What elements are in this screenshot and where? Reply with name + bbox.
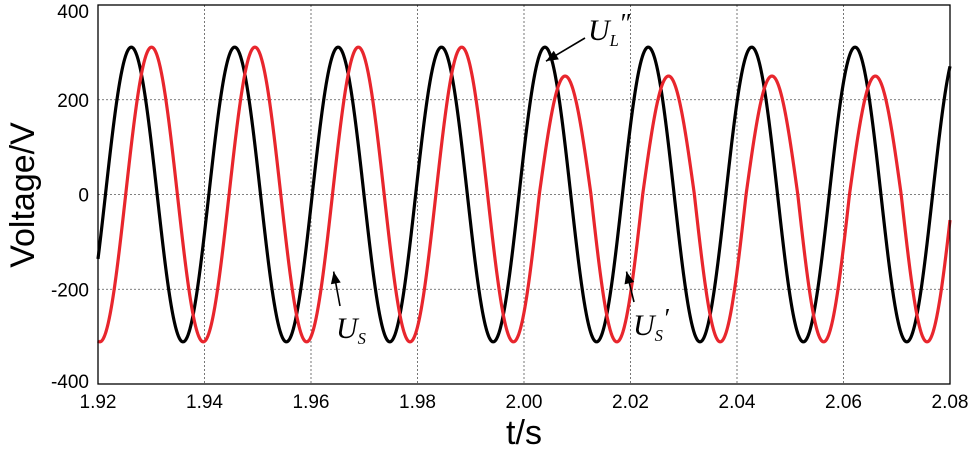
- annotation-label: UL″: [588, 8, 631, 50]
- annotation-main: U: [588, 14, 612, 47]
- series-layer: [96, 45, 952, 344]
- annotation-prime: ″: [619, 8, 631, 38]
- y-tick-label: 0: [78, 186, 89, 207]
- annotation-label: US′: [633, 303, 670, 345]
- series-line-red: [96, 45, 952, 344]
- y-tick-label: -400: [51, 372, 89, 393]
- x-tick-label: 2.04: [719, 392, 756, 413]
- annotation-arrow-head: [330, 271, 341, 285]
- y-tick-label: 400: [57, 2, 89, 23]
- y-tick-label: -200: [51, 280, 89, 301]
- annotation-arrow-head: [624, 271, 635, 285]
- y-axis-title: Voltage/V: [4, 122, 42, 268]
- series-line-black: [96, 45, 952, 344]
- annotation-subscript: L: [609, 31, 619, 50]
- annotation-prime: ′: [663, 303, 670, 333]
- plot-frame: [97, 4, 951, 385]
- x-tick-label: 2.02: [612, 392, 649, 413]
- annotation-subscript: S: [655, 326, 663, 345]
- x-tick-label: 1.98: [399, 392, 436, 413]
- x-tick-labels: 1.92 1.94 1.96 1.98 2.00 2.02 2.04 2.06 2.08: [80, 392, 969, 413]
- x-tick-label: 2.08: [932, 392, 969, 413]
- annotation-main: U: [336, 312, 360, 345]
- x-tick-label: 1.92: [80, 392, 117, 413]
- x-tick-label: 1.94: [186, 392, 223, 413]
- annotation-subscript: S: [358, 329, 366, 348]
- annotation-label: US: [336, 312, 366, 348]
- x-tick-label: 1.96: [293, 392, 330, 413]
- annotations: UL″US US′: [330, 8, 670, 348]
- y-tick-label: 200: [57, 91, 89, 112]
- annotation-arrow-head: [545, 50, 559, 62]
- annotation-main: U: [633, 309, 657, 342]
- x-tick-label: 2.06: [825, 392, 862, 413]
- y-tick-labels: 400 200 0 -200 -400: [51, 2, 89, 393]
- x-tick-label: 2.00: [506, 392, 543, 413]
- x-axis-title: t/s: [506, 414, 542, 450]
